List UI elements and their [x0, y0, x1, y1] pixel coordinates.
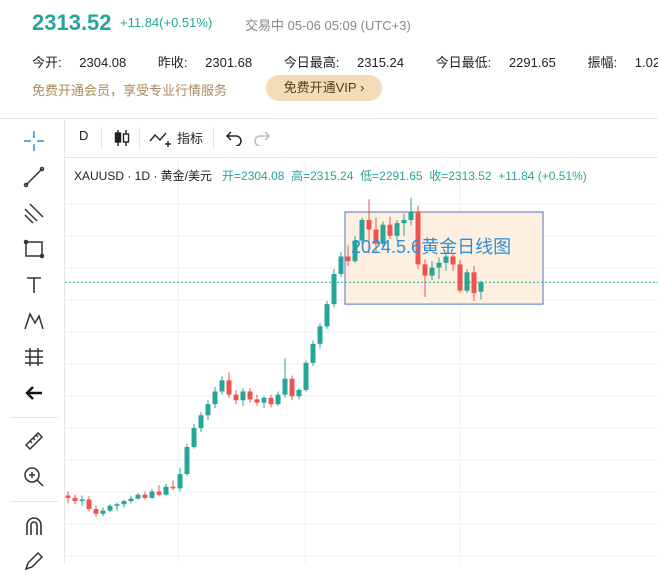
chart-toolbar: D 指标	[65, 119, 658, 158]
candle-body	[157, 492, 162, 495]
candle-body	[87, 499, 92, 509]
candle-body	[143, 495, 148, 498]
candle-body	[115, 504, 120, 506]
indicator-icon	[149, 129, 175, 147]
back-arrow-icon[interactable]	[20, 379, 48, 407]
candle-body	[276, 395, 281, 405]
legend-high: 高=2315.24	[291, 169, 353, 183]
candle-body	[430, 268, 435, 276]
candle-body	[178, 474, 183, 488]
drawing-toolbar	[0, 119, 65, 563]
candle-body	[304, 363, 309, 390]
undo-icon[interactable]	[225, 128, 243, 146]
legend-low: 低=2291.65	[360, 169, 422, 183]
candle-body	[129, 499, 134, 501]
candle-body	[262, 398, 267, 403]
candle-body	[409, 212, 414, 220]
candle-body	[346, 256, 351, 261]
rectangle-icon[interactable]	[20, 235, 48, 263]
candle-body	[472, 272, 477, 293]
measure-icon[interactable]	[20, 343, 48, 371]
zoom-icon[interactable]	[20, 463, 48, 491]
stat-low: 今日最低: 2291.65	[436, 55, 570, 70]
redo-icon[interactable]	[253, 128, 271, 146]
candle-body	[325, 304, 330, 326]
stat-open: 今开: 2304.08	[32, 55, 140, 70]
ruler-icon[interactable]	[20, 427, 48, 455]
magnet-icon[interactable]	[20, 513, 48, 541]
quote-header: 2313.52 +11.84(+0.51%) 交易中 05-06 05:09 (…	[0, 0, 658, 116]
candle-body	[206, 404, 211, 415]
crosshair-icon[interactable]	[20, 127, 48, 155]
candle-body	[437, 263, 442, 268]
pencil-icon[interactable]	[20, 547, 48, 575]
stat-amplitude: 振幅: 1.02%	[588, 55, 658, 70]
interval-button[interactable]: D	[79, 128, 88, 143]
candle-body	[311, 344, 316, 363]
candle-body	[136, 495, 141, 499]
candle-body	[402, 220, 407, 223]
candle-body	[283, 379, 288, 395]
candle-body	[290, 379, 295, 396]
last-price: 2313.52	[32, 10, 112, 36]
stat-prev-close: 昨收: 2301.68	[158, 55, 266, 70]
ohlc-legend: XAUUSD · 1D · 黄金/美元 开=2304.08 高=2315.24 …	[74, 167, 587, 184]
candle-body	[423, 264, 428, 275]
candle-body	[367, 220, 372, 230]
legend-open: 开=2304.08	[222, 169, 284, 183]
candle-body	[192, 428, 197, 447]
legend-close: 收=2313.52	[429, 169, 491, 183]
tool-separator	[10, 417, 58, 418]
candle-body	[332, 274, 337, 304]
candle-body	[339, 256, 344, 273]
candle-body	[227, 380, 232, 394]
candle-body	[150, 492, 155, 498]
divider	[101, 127, 102, 149]
candle-body	[171, 487, 176, 489]
candle-body	[94, 509, 99, 514]
candle-body	[458, 264, 463, 290]
legend-change: +11.84 (+0.51%)	[498, 169, 587, 183]
candle-body	[101, 511, 106, 514]
candle-body	[297, 390, 302, 396]
candle-body	[185, 447, 190, 474]
candle-body	[73, 498, 78, 501]
candlestick-chart[interactable]	[65, 158, 658, 563]
candle-body	[248, 391, 253, 399]
candle-type-icon[interactable]	[113, 128, 131, 148]
candle-body	[199, 415, 204, 428]
chart-annotation: 2024.5.6黄金日线图	[351, 233, 511, 259]
pattern-icon[interactable]	[20, 307, 48, 335]
divider	[139, 127, 140, 149]
candle-body	[164, 487, 169, 495]
chevron-right-icon: ›	[360, 80, 364, 95]
candle-body	[255, 399, 260, 402]
stat-high: 今日最高: 2315.24	[284, 55, 418, 70]
candle-body	[479, 282, 484, 291]
candle-body	[66, 496, 71, 498]
candle-body	[465, 272, 470, 290]
tool-separator	[10, 501, 58, 502]
candle-body	[318, 326, 323, 343]
promo-text: 免费开通会员，享受专业行情服务	[32, 80, 227, 99]
candle-body	[234, 395, 239, 401]
candle-body	[241, 391, 246, 400]
quote-stats: 今开: 2304.08 昨收: 2301.68 今日最高: 2315.24 今日…	[32, 52, 658, 71]
price-change: +11.84(+0.51%)	[120, 15, 212, 30]
legend-symbol: XAUUSD · 1D · 黄金/美元	[74, 169, 212, 183]
indicators-button[interactable]: 指标	[149, 128, 203, 147]
candle-body	[122, 501, 127, 504]
candle-body	[213, 391, 218, 404]
fib-icon[interactable]	[20, 199, 48, 227]
candle-body	[220, 380, 225, 391]
candle-body	[269, 398, 274, 404]
indicators-label: 指标	[177, 128, 203, 147]
trading-status: 交易中 05-06 05:09 (UTC+3)	[245, 15, 411, 34]
divider	[213, 127, 214, 149]
trendline-icon[interactable]	[20, 163, 48, 191]
candle-body	[80, 499, 85, 501]
vip-button[interactable]: 免费开通VIP ›	[266, 75, 382, 101]
text-icon[interactable]	[20, 271, 48, 299]
candle-body	[108, 506, 113, 511]
